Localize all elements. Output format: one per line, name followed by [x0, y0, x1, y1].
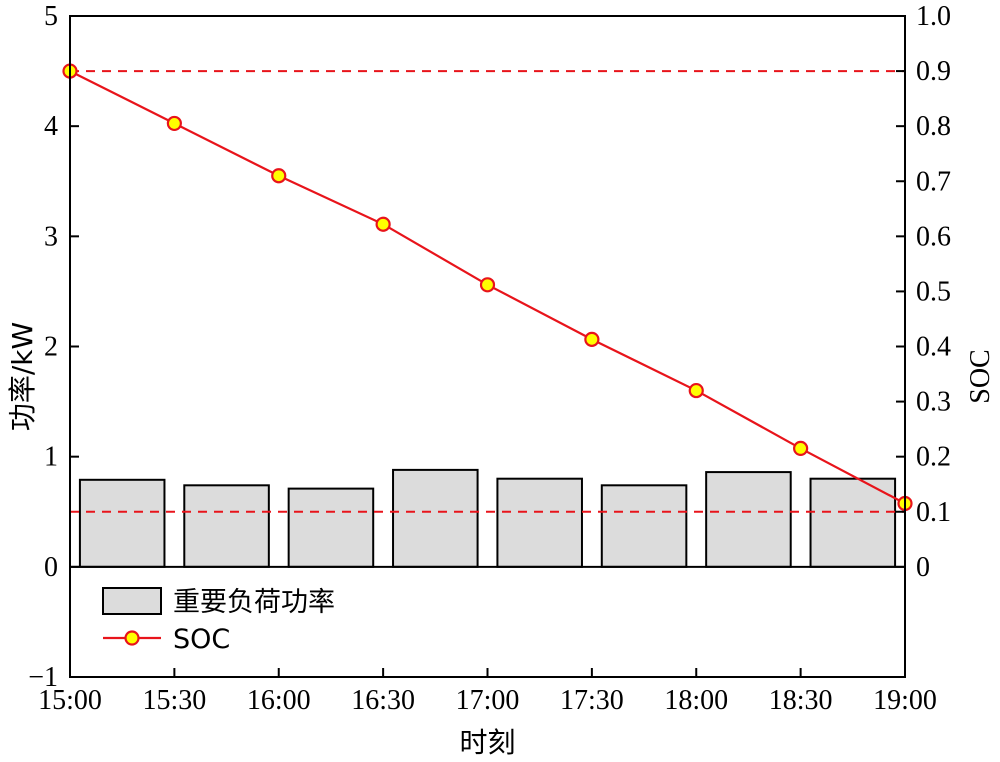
bar	[496, 477, 583, 568]
y-left-tick-label: 5	[44, 1, 58, 32]
y-left-tick-label: 3	[44, 221, 58, 252]
x-tick-label: 16:00	[247, 685, 311, 716]
bar	[809, 477, 897, 568]
soc-point	[271, 168, 287, 184]
x-tick-label: 15:00	[38, 685, 102, 716]
bar	[183, 484, 270, 568]
x-tick-label: 17:30	[560, 685, 624, 716]
soc-point	[793, 440, 809, 457]
soc-point	[375, 216, 391, 232]
legend: 重要负荷功率 SOC	[102, 587, 335, 655]
y-right-tick-label: 0.9	[916, 56, 951, 87]
plot-background	[70, 16, 905, 677]
soc-point	[688, 382, 704, 399]
y-right-tick-label: 0.8	[916, 111, 951, 142]
y-right-tick-label: 0.3	[916, 387, 951, 418]
bar	[392, 468, 479, 568]
y-left-tick-label: 2	[44, 332, 58, 363]
bar	[705, 471, 792, 568]
y-axis-right-title: SOC	[965, 349, 996, 403]
y-left-tick-label: 1	[44, 442, 58, 473]
y-left-tick-label: 4	[44, 111, 58, 142]
x-tick-label: 18:30	[769, 685, 833, 716]
x-tick-label: 18:00	[664, 685, 728, 716]
y-right-tick-label: 0.1	[916, 497, 951, 528]
axes: −1 0 1 2 3 4 5 0 0.1 0.2 0.3 0.4 0.5 0.6 0.7 0.8 0.9 1.0 1…	[28, 1, 951, 716]
legend-swatch-bar	[102, 587, 162, 615]
bar	[78, 478, 166, 568]
soc-line-series	[62, 63, 913, 512]
x-tick-label: 19:00	[873, 685, 937, 716]
x-tick-label: 17:00	[456, 685, 520, 716]
plot-area	[70, 16, 905, 677]
soc-point	[479, 277, 496, 293]
y-left-tick-label: −1	[28, 662, 58, 693]
soc-point	[584, 331, 600, 347]
y-right-tick-label: 0	[916, 552, 930, 583]
y-axis-left-title: 功率/kW	[6, 322, 39, 431]
y-right-tick-label: 1.0	[916, 1, 951, 32]
y-left-tick-label: 0	[44, 552, 58, 583]
x-tick-label: 15:30	[142, 685, 206, 716]
soc-point	[166, 115, 182, 132]
y-right-tick-label: 0.7	[916, 166, 951, 197]
x-axis-title: 时刻	[459, 726, 515, 759]
y-right-tick-label: 0.4	[916, 332, 951, 363]
bar	[600, 484, 688, 568]
legend-label-bar: 重要负荷功率	[173, 587, 335, 618]
x-tick-label: 16:30	[351, 685, 415, 716]
reference-lines	[70, 70, 905, 513]
y-right-tick-label: 0.5	[916, 276, 951, 307]
legend-swatch-marker	[124, 630, 140, 646]
bar	[287, 487, 375, 568]
bar-series	[78, 468, 897, 568]
y-right-tick-label: 0.2	[916, 442, 951, 473]
y-right-tick-label: 0.6	[916, 221, 951, 252]
legend-label-line: SOC	[173, 624, 230, 655]
